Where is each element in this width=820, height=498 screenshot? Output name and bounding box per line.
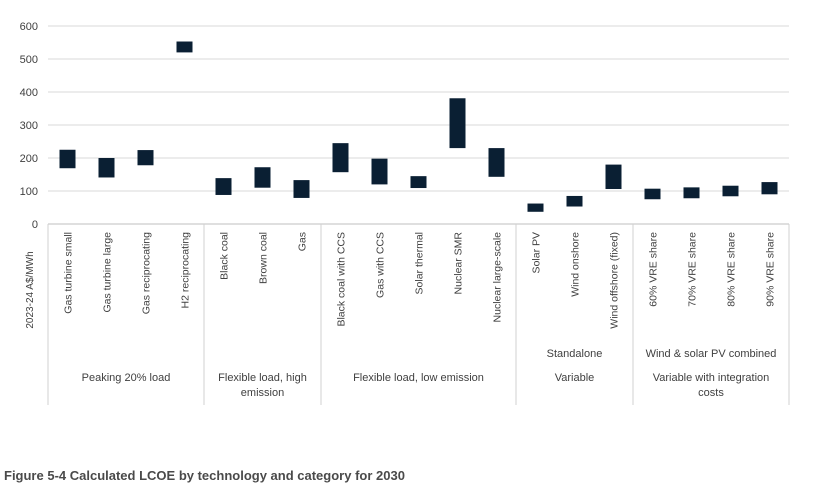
y-tick-label: 100 [20,186,38,198]
group-label: Peaking 20% load [82,372,171,384]
range-bar [488,148,505,177]
category-label: Gas turbine small [63,232,75,314]
group-label: Flexible load, low emission [353,372,484,384]
range-bar [761,182,778,195]
range-bar [410,176,427,189]
figure-caption: Figure 5-4 Calculated LCOE by technology… [4,468,405,483]
group-label: Flexible load, high emission [218,372,307,399]
category-label: 80% VRE share [726,232,738,307]
range-bar [605,164,622,190]
category-label: 60% VRE share [648,232,660,307]
category-label: Nuclear large-scale [492,232,504,323]
category-label: Nuclear SMR [453,232,465,295]
y-tick-label: 200 [20,153,38,165]
range-bar [371,158,388,185]
category-label: 70% VRE share [687,232,699,307]
category-label: Solar thermal [414,232,426,294]
y-tick-label: 400 [20,87,38,99]
y-tick-label: 0 [32,219,38,231]
y-tick-label: 300 [20,120,38,132]
category-label: Wind offshore (fixed) [609,232,621,329]
category-label: Gas with CCS [375,232,387,298]
y-tick-label: 600 [20,21,38,33]
y-axis-title: 2023-24 A$/MWh [25,251,36,328]
category-label: 90% VRE share [765,232,777,307]
range-bar [449,98,466,149]
group-label: Variable [555,372,595,384]
group-label: Variable with integration costs [653,372,770,399]
category-label: Black coal with CCS [336,232,348,327]
range-bar [176,41,193,53]
lcoe-chart: 0 100 200 300 400 500 600 2023-24 A$/MWh Gas tur… [20,21,790,405]
range-bar [137,150,154,166]
subgroup-label: Standalone [547,348,603,360]
category-label: Gas reciprocating [141,232,153,314]
range-bar [332,143,349,173]
chart-canvas: 0 100 200 300 400 500 600 2023-24 A$/MWh Gas tur… [20,21,790,405]
range-bar [293,180,310,198]
range-bar [644,188,661,200]
y-tick-label: 500 [20,54,38,66]
subgroup-label: Wind & solar PV combined [646,348,777,360]
category-label: Gas turbine large [102,232,114,313]
category-label: H2 reciprocating [180,232,192,309]
range-bar [683,187,700,199]
category-label: Gas [297,232,309,251]
range-bar [215,178,232,195]
range-bar [254,167,271,188]
range-bar [566,195,583,207]
category-label: Brown coal [258,232,270,284]
range-bar [722,185,739,197]
range-bar [98,158,115,178]
range-bar [527,203,544,212]
category-label: Solar PV [531,232,543,273]
range-bar [59,149,76,169]
category-label: Wind onshore [570,232,582,297]
category-label: Black coal [219,232,231,280]
